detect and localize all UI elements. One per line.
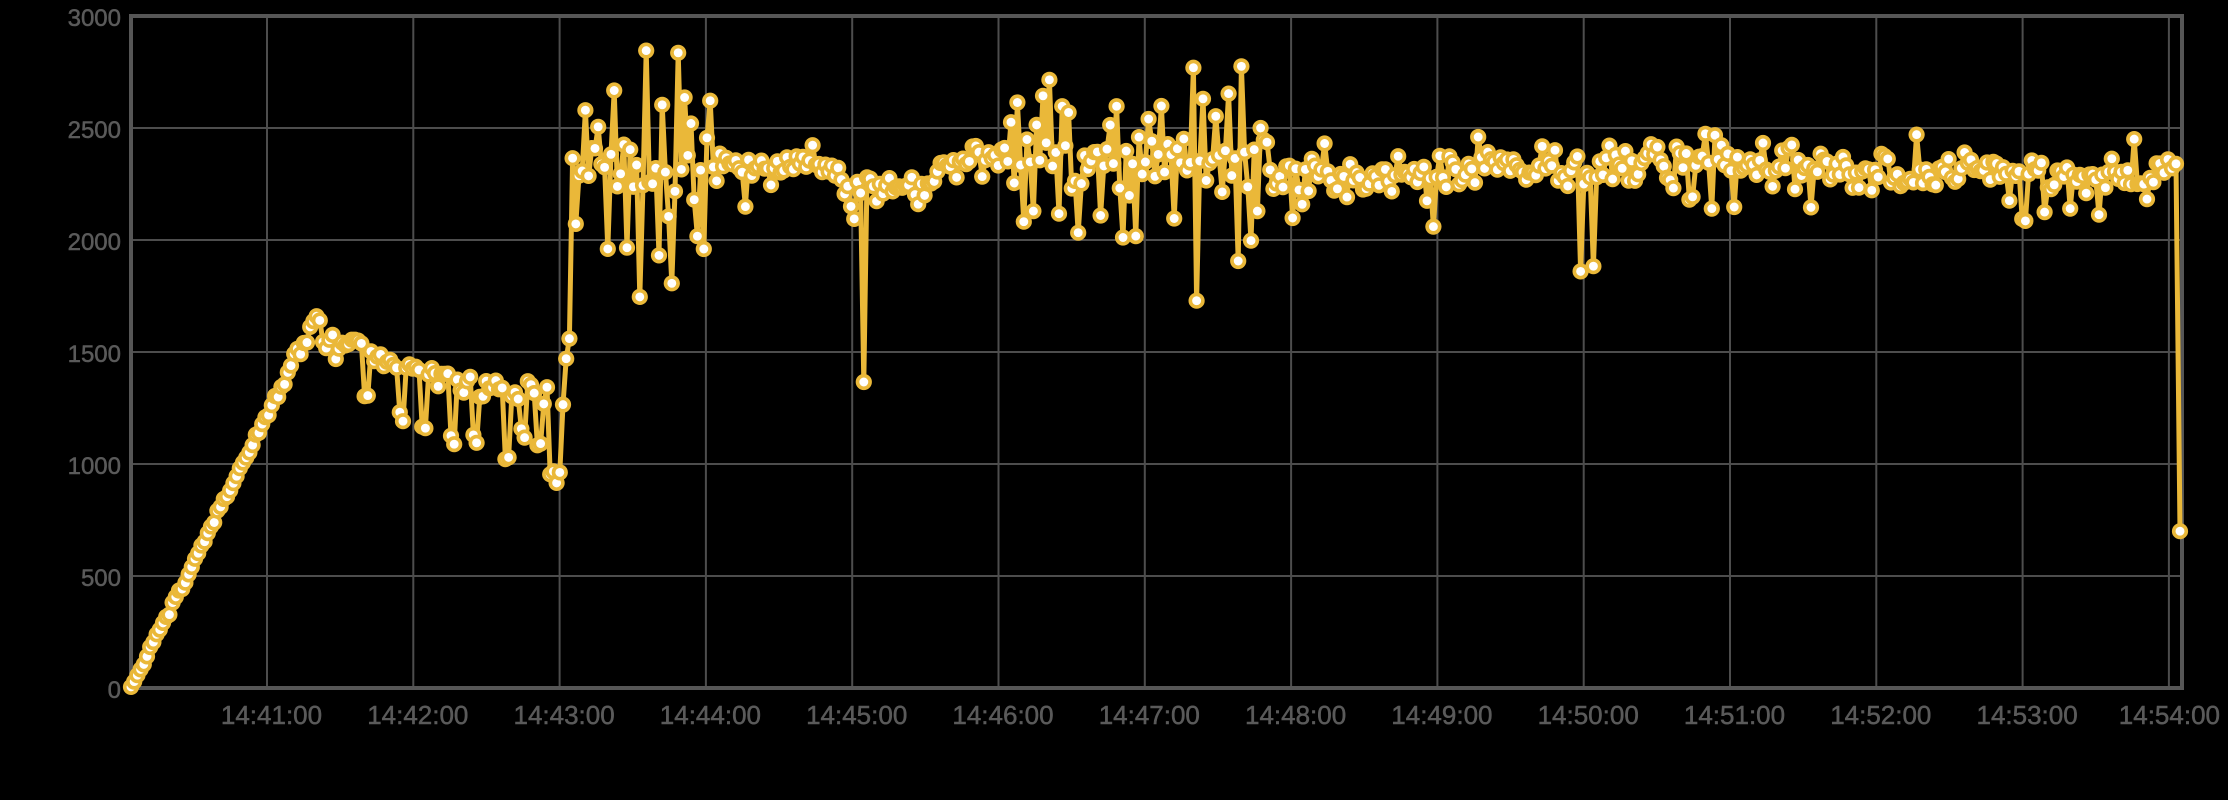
svg-text:14:50:00: 14:50:00 (1538, 700, 1639, 730)
svg-text:500: 500 (81, 565, 121, 592)
svg-text:14:47:00: 14:47:00 (1099, 700, 1200, 730)
svg-text:14:48:00: 14:48:00 (1245, 700, 1346, 730)
svg-text:14:42:00: 14:42:00 (367, 700, 468, 730)
svg-text:2500: 2500 (68, 117, 121, 144)
svg-text:0: 0 (108, 677, 121, 704)
svg-text:14:53:00: 14:53:00 (1976, 700, 2077, 730)
svg-text:14:54:00: 14:54:00 (2119, 700, 2220, 730)
svg-text:14:41:00: 14:41:00 (221, 700, 322, 730)
svg-text:14:52:00: 14:52:00 (1830, 700, 1931, 730)
svg-text:3000: 3000 (68, 5, 121, 32)
svg-text:14:45:00: 14:45:00 (806, 700, 907, 730)
svg-text:14:49:00: 14:49:00 (1391, 700, 1492, 730)
svg-text:14:44:00: 14:44:00 (660, 700, 761, 730)
svg-text:14:43:00: 14:43:00 (513, 700, 614, 730)
svg-text:1500: 1500 (68, 341, 121, 368)
svg-text:1000: 1000 (68, 453, 121, 480)
svg-text:14:46:00: 14:46:00 (952, 700, 1053, 730)
svg-text:2000: 2000 (68, 229, 121, 256)
svg-text:14:51:00: 14:51:00 (1684, 700, 1785, 730)
